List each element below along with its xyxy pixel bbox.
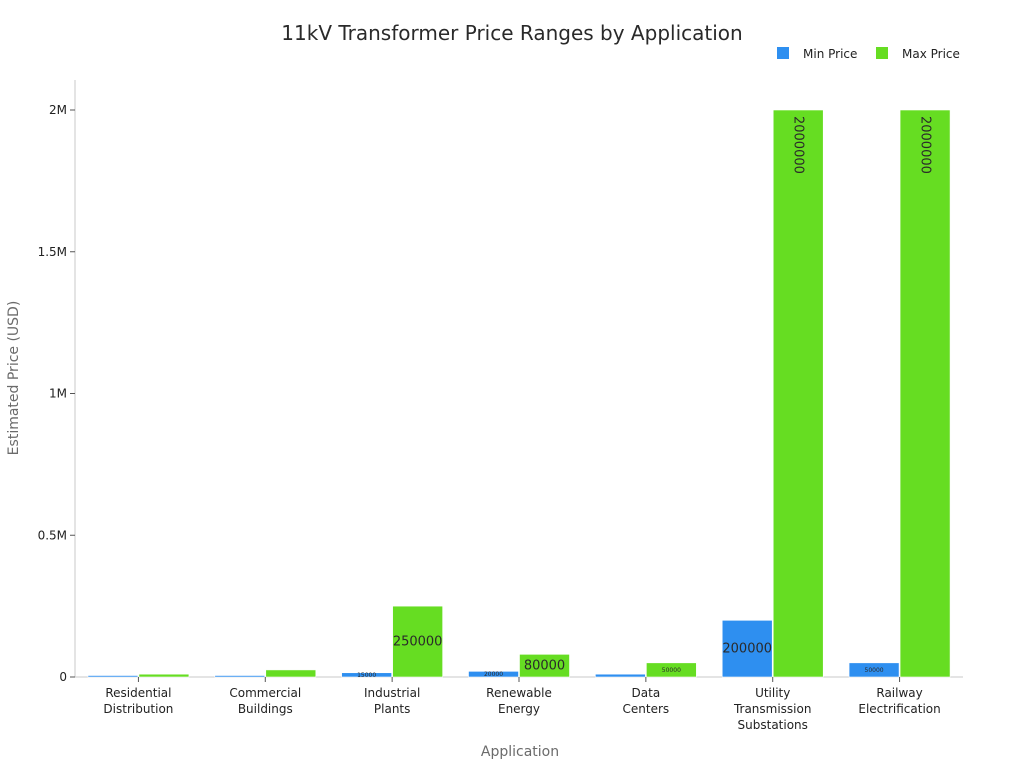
legend-swatch-max-price bbox=[876, 47, 888, 59]
bar-min-price-data-centers bbox=[595, 673, 646, 678]
bar-min-price-residential-distribution bbox=[87, 675, 139, 678]
x-tick-label: Railway Electrification bbox=[858, 686, 940, 716]
bar-value-label: 200000 bbox=[722, 642, 772, 657]
bar-max-price-railway-electrification bbox=[899, 109, 951, 678]
bar-value-label: 2000000 bbox=[918, 116, 933, 174]
bar-max-price-commercial-buildings bbox=[265, 669, 317, 678]
legend-label-min-price: Min Price bbox=[803, 47, 857, 61]
bar-value-label: 15000 bbox=[357, 672, 376, 679]
x-tick-label: Renewable Energy bbox=[486, 686, 552, 716]
bar-min-price-utility-transmission-substations bbox=[721, 619, 773, 678]
bar-value-label: 2000000 bbox=[791, 116, 806, 174]
y-tick-label: 0.5M bbox=[38, 528, 67, 542]
x-tick-label: Industrial Plants bbox=[364, 686, 420, 716]
x-axis-title: Application bbox=[481, 744, 559, 760]
bar-value-label: 50000 bbox=[662, 667, 681, 674]
bar-min-price-commercial-buildings bbox=[214, 675, 266, 678]
x-tick-label: Commercial Buildings bbox=[229, 686, 301, 716]
bar-max-price-renewable-energy bbox=[519, 654, 570, 678]
x-tick-label: Data Centers bbox=[623, 686, 670, 716]
bar-min-price-industrial-plants bbox=[341, 672, 392, 678]
bar-max-price-utility-transmission-substations bbox=[772, 109, 824, 678]
bar-labels-group: 15000 250000 20000 80000 50000 200000 2000000 5… bbox=[357, 116, 932, 679]
y-tick-label: 0 bbox=[59, 670, 67, 684]
x-ticks-group: Residential Distribution Commercial Buildin… bbox=[103, 677, 941, 732]
chart-title: 11kV Transformer Price Ranges by Applica… bbox=[281, 21, 742, 45]
legend-label-max-price: Max Price bbox=[902, 47, 960, 61]
y-ticks-group: 0 0.5M 1M 1.5M 2M bbox=[38, 103, 75, 684]
bar-max-price-residential-distribution bbox=[138, 673, 190, 678]
y-tick-label: 2M bbox=[49, 103, 67, 117]
bar-max-price-industrial-plants bbox=[392, 605, 443, 678]
x-tick-label: Residential Distribution bbox=[103, 686, 173, 716]
bar-max-price-data-centers bbox=[646, 662, 697, 678]
bar-min-price-renewable-energy bbox=[468, 671, 519, 678]
bar-value-label: 50000 bbox=[865, 667, 884, 674]
legend: Min Price Max Price bbox=[777, 47, 960, 61]
y-tick-label: 1.5M bbox=[38, 245, 67, 259]
y-tick-label: 1M bbox=[49, 387, 67, 401]
legend-swatch-min-price bbox=[777, 47, 789, 59]
x-tick-label: Utility Transmission Substations bbox=[733, 686, 812, 732]
bar-value-label: 250000 bbox=[393, 635, 443, 650]
bar-min-price-railway-electrification bbox=[848, 662, 900, 678]
y-axis-title: Estimated Price (USD) bbox=[6, 301, 22, 456]
bar-value-label: 20000 bbox=[484, 671, 503, 678]
bar-value-label: 80000 bbox=[524, 659, 565, 674]
bars-group bbox=[87, 109, 951, 678]
